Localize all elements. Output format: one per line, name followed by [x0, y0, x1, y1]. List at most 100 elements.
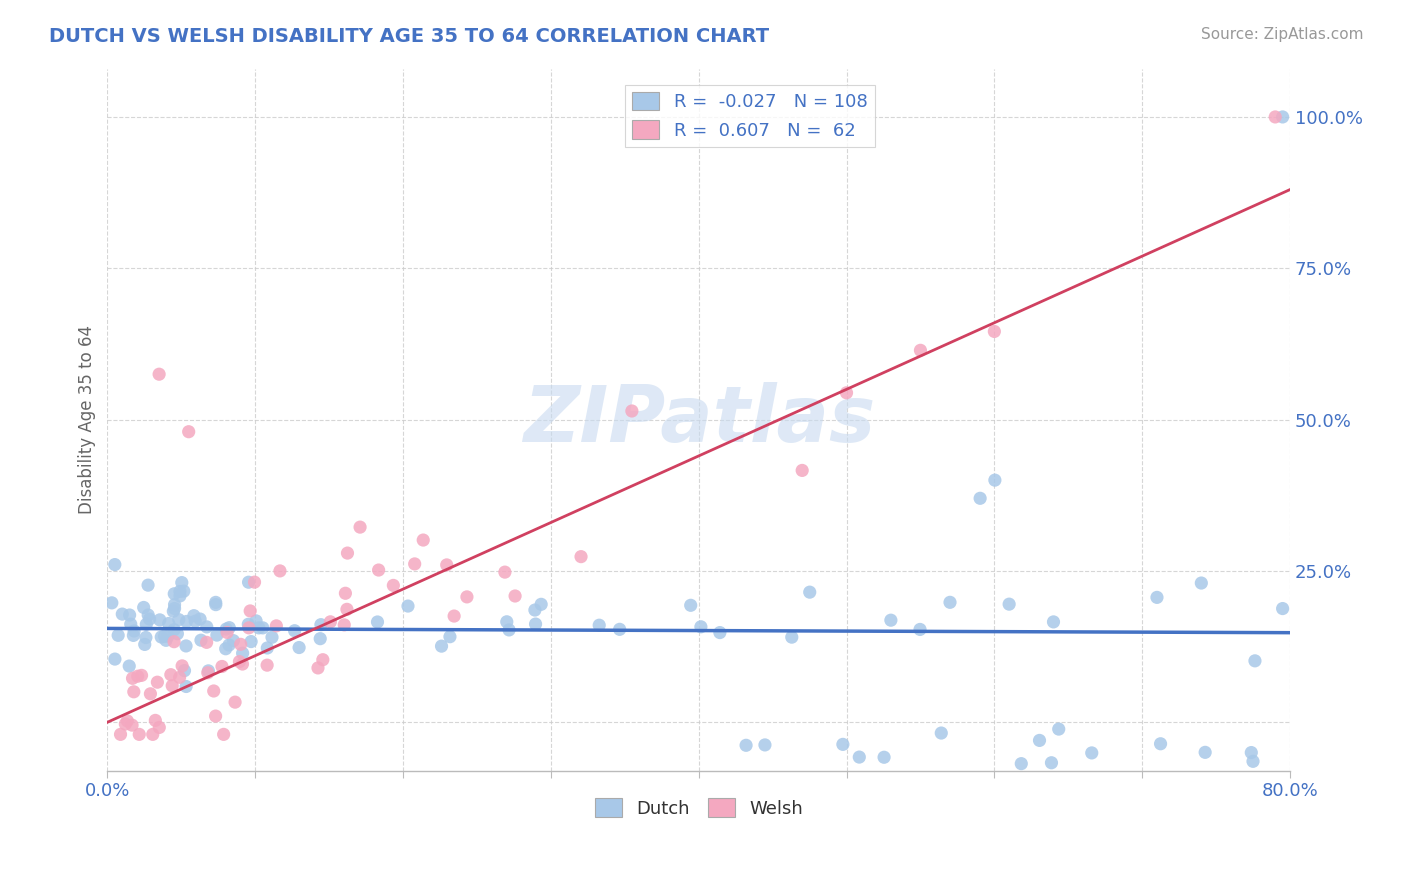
Point	[127, 669, 149, 683]
Point	[404, 557, 426, 571]
Point	[163, 601, 186, 615]
Point	[166, 626, 188, 640]
Point	[195, 620, 218, 634]
Point	[136, 607, 159, 622]
Point	[412, 533, 434, 547]
Point	[240, 634, 263, 648]
Point	[367, 563, 389, 577]
Point	[1189, 576, 1212, 591]
Point	[456, 590, 478, 604]
Point	[998, 597, 1021, 611]
Point	[160, 679, 183, 693]
Text: Source: ZipAtlas.com: Source: ZipAtlas.com	[1201, 27, 1364, 42]
Point	[110, 727, 132, 741]
Point	[443, 609, 465, 624]
Point	[1240, 746, 1263, 760]
Point	[312, 653, 335, 667]
Point	[266, 619, 288, 633]
Point	[588, 618, 610, 632]
Point	[204, 598, 226, 612]
Point	[163, 587, 186, 601]
Point	[349, 520, 371, 534]
Point	[184, 614, 207, 628]
Point	[174, 639, 197, 653]
Point	[243, 575, 266, 590]
Y-axis label: Disability Age 35 to 64: Disability Age 35 to 64	[79, 325, 96, 514]
Point	[195, 635, 218, 649]
Point	[1047, 722, 1070, 736]
Point	[121, 718, 143, 732]
Point	[163, 634, 186, 648]
Point	[222, 633, 245, 648]
Point	[167, 613, 190, 627]
Point	[256, 658, 278, 673]
Point	[1149, 737, 1171, 751]
Point	[128, 727, 150, 741]
Point	[148, 368, 170, 382]
Point	[908, 623, 931, 637]
Point	[260, 630, 283, 644]
Point	[120, 617, 142, 632]
Point	[170, 575, 193, 590]
Point	[173, 584, 195, 599]
Point	[1081, 746, 1104, 760]
Point	[1146, 591, 1168, 605]
Point	[183, 608, 205, 623]
Point	[436, 558, 458, 572]
Legend: Dutch, Welsh: Dutch, Welsh	[588, 791, 810, 825]
Point	[1264, 110, 1286, 124]
Point	[929, 726, 952, 740]
Point	[163, 623, 186, 637]
Point	[122, 624, 145, 638]
Point	[333, 618, 356, 632]
Point	[269, 564, 291, 578]
Point	[169, 584, 191, 599]
Point	[205, 628, 228, 642]
Point	[319, 615, 342, 629]
Point	[848, 750, 870, 764]
Point	[114, 717, 136, 731]
Point	[104, 652, 127, 666]
Point	[780, 630, 803, 644]
Point	[1271, 601, 1294, 615]
Point	[215, 622, 238, 636]
Point	[498, 623, 520, 637]
Point	[288, 640, 311, 655]
Point	[197, 665, 219, 680]
Point	[160, 667, 183, 681]
Point	[218, 621, 240, 635]
Point	[983, 325, 1005, 339]
Point	[135, 631, 157, 645]
Point	[336, 602, 359, 616]
Point	[523, 603, 546, 617]
Point	[202, 684, 225, 698]
Point	[1042, 615, 1064, 629]
Text: ZIPatlas: ZIPatlas	[523, 382, 875, 458]
Point	[134, 637, 156, 651]
Point	[366, 615, 388, 629]
Point	[215, 641, 238, 656]
Point	[218, 638, 240, 652]
Point	[148, 721, 170, 735]
Point	[204, 595, 226, 609]
Point	[149, 613, 172, 627]
Point	[430, 639, 453, 653]
Point	[132, 600, 155, 615]
Point	[238, 617, 260, 632]
Point	[910, 343, 932, 358]
Point	[146, 675, 169, 690]
Point	[163, 598, 186, 612]
Point	[228, 655, 250, 669]
Point	[232, 646, 254, 660]
Point	[239, 604, 262, 618]
Point	[169, 670, 191, 684]
Point	[111, 607, 134, 621]
Point	[735, 739, 758, 753]
Point	[177, 425, 200, 439]
Point	[1010, 756, 1032, 771]
Point	[190, 633, 212, 648]
Point	[284, 624, 307, 638]
Point	[197, 664, 219, 678]
Point	[494, 565, 516, 579]
Point	[122, 685, 145, 699]
